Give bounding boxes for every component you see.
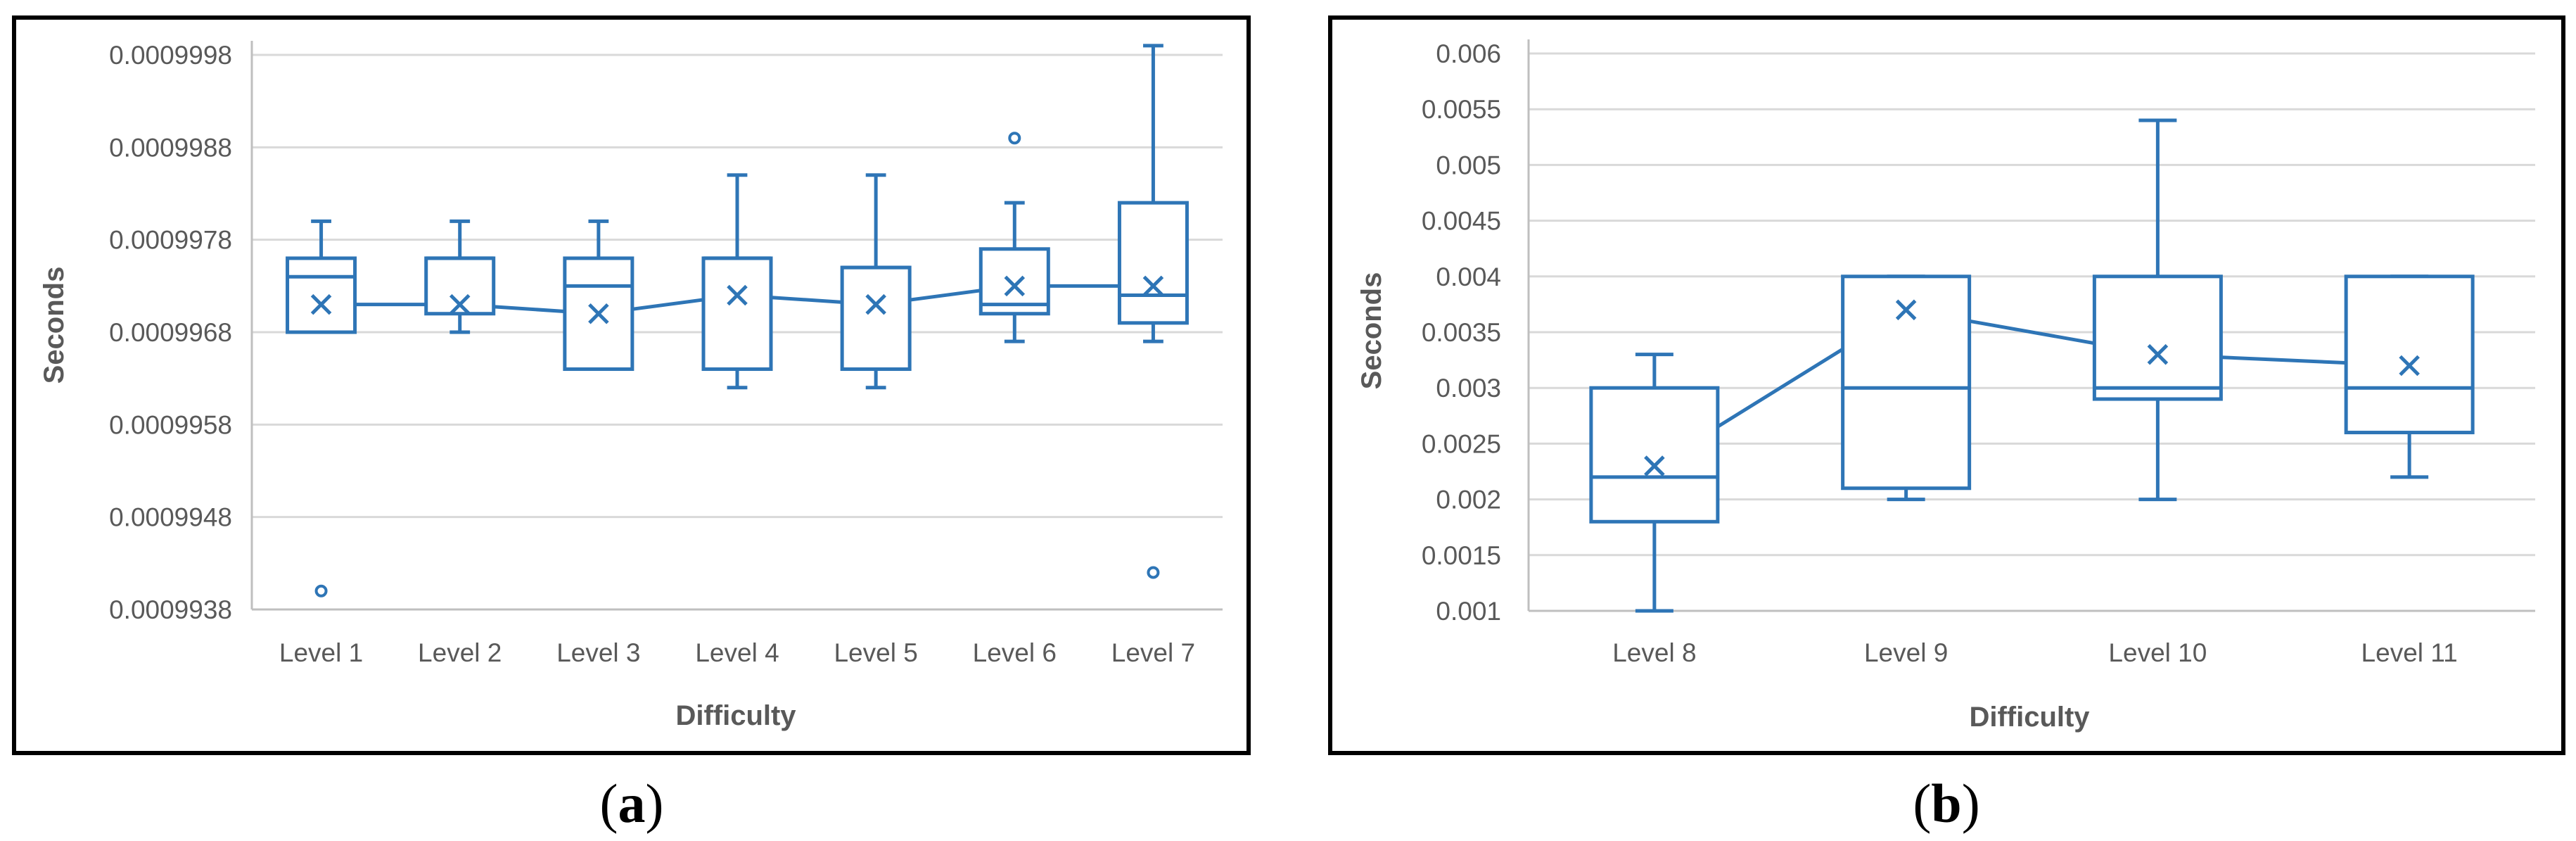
- y-tick-label: 0.0045: [1422, 207, 1501, 236]
- box: [701, 256, 773, 372]
- box: [2092, 274, 2223, 401]
- mean-marker: [1142, 275, 1164, 297]
- outlier-point: [1147, 566, 1160, 579]
- box: [840, 265, 912, 372]
- y-tick-label: 0.004: [1436, 263, 1501, 291]
- mean-marker: [449, 293, 471, 315]
- panel-b-label-open: (: [1913, 773, 1931, 834]
- panel-a-plot: 0.0009938 0.0009948 0.0009958 0.0009968 0.00…: [109, 41, 1223, 667]
- mean-marker: [310, 293, 332, 315]
- box: [2344, 274, 2475, 435]
- panel-a-label-letter: a: [618, 773, 646, 834]
- x-tick-label: Level 5: [834, 638, 917, 667]
- panel-a-frame: [12, 15, 1251, 755]
- x-tick-label: Level 1: [279, 638, 363, 667]
- y-tick-label: 0.0055: [1422, 95, 1501, 124]
- panel-b-ylabel: Seconds: [1356, 272, 1387, 390]
- panel-b-xlabel: Difficulty: [1969, 702, 2090, 733]
- mean-marker: [2147, 343, 2169, 365]
- y-tick-label: 0.0009998: [109, 41, 232, 70]
- x-tick-label: Level 11: [2361, 638, 2458, 667]
- box: [1589, 386, 1720, 524]
- outlier-point: [314, 584, 328, 597]
- y-tick-label: 0.003: [1436, 374, 1501, 403]
- mean-marker: [727, 284, 748, 306]
- mean-marker: [588, 303, 609, 324]
- panel-a-label-close: ): [646, 773, 664, 834]
- x-tick-label: Level 3: [556, 638, 640, 667]
- mean-marker: [865, 293, 886, 315]
- mean-marker: [1644, 455, 1665, 476]
- box: [286, 256, 357, 334]
- x-tick-label: Level 4: [695, 638, 779, 667]
- mean-marker: [1895, 299, 1917, 321]
- box: [1117, 201, 1189, 325]
- panel-b-label: (b): [1913, 773, 1979, 834]
- panel-b-plot: 0.001 0.0015 0.002 0.0025 0.003 0.0035 0.004 0.…: [1422, 39, 2535, 667]
- y-tick-label: 0.006: [1436, 39, 1501, 68]
- panel-a-xlabel: Difficulty: [675, 700, 796, 731]
- y-tick-label: 0.0009978: [109, 226, 232, 255]
- x-tick-label: Level 6: [973, 638, 1057, 667]
- mean-line: [1653, 308, 2410, 468]
- panel-b: 0.001 0.0015 0.002 0.0025 0.003 0.0035 0.004 0.…: [1328, 15, 2565, 834]
- y-tick-label: 0.0025: [1422, 429, 1501, 458]
- x-tick-label: Level 8: [1612, 638, 1696, 667]
- y-tick-label: 0.0035: [1422, 318, 1501, 347]
- panel-a-label-open: (: [600, 773, 618, 834]
- x-tick-label: Level 9: [1864, 638, 1948, 667]
- y-tick-label: 0.0009958: [109, 410, 232, 439]
- y-tick-label: 0.0009968: [109, 318, 232, 347]
- y-tick-label: 0.0009948: [109, 503, 232, 532]
- x-tick-label: Level 7: [1111, 638, 1195, 667]
- y-tick-label: 0.0015: [1422, 541, 1501, 570]
- panel-a-label: (a): [600, 773, 664, 834]
- panel-a: 0.0009938 0.0009948 0.0009958 0.0009968 0.00…: [12, 15, 1251, 834]
- x-tick-label: Level 2: [418, 638, 502, 667]
- panel-b-label-close: ): [1962, 773, 1980, 834]
- y-tick-label: 0.005: [1436, 151, 1501, 179]
- outlier-point: [1008, 132, 1021, 145]
- y-tick-label: 0.002: [1436, 486, 1501, 514]
- x-tick-label: Level 10: [2108, 638, 2207, 667]
- y-tick-label: 0.0009938: [109, 595, 232, 624]
- mean-marker: [2399, 355, 2420, 377]
- panel-b-label-letter: b: [1931, 773, 1961, 834]
- panel-a-ylabel: Seconds: [39, 267, 70, 384]
- mean-marker: [1004, 275, 1026, 297]
- y-tick-label: 0.0009988: [109, 133, 232, 162]
- y-tick-label: 0.001: [1436, 597, 1501, 626]
